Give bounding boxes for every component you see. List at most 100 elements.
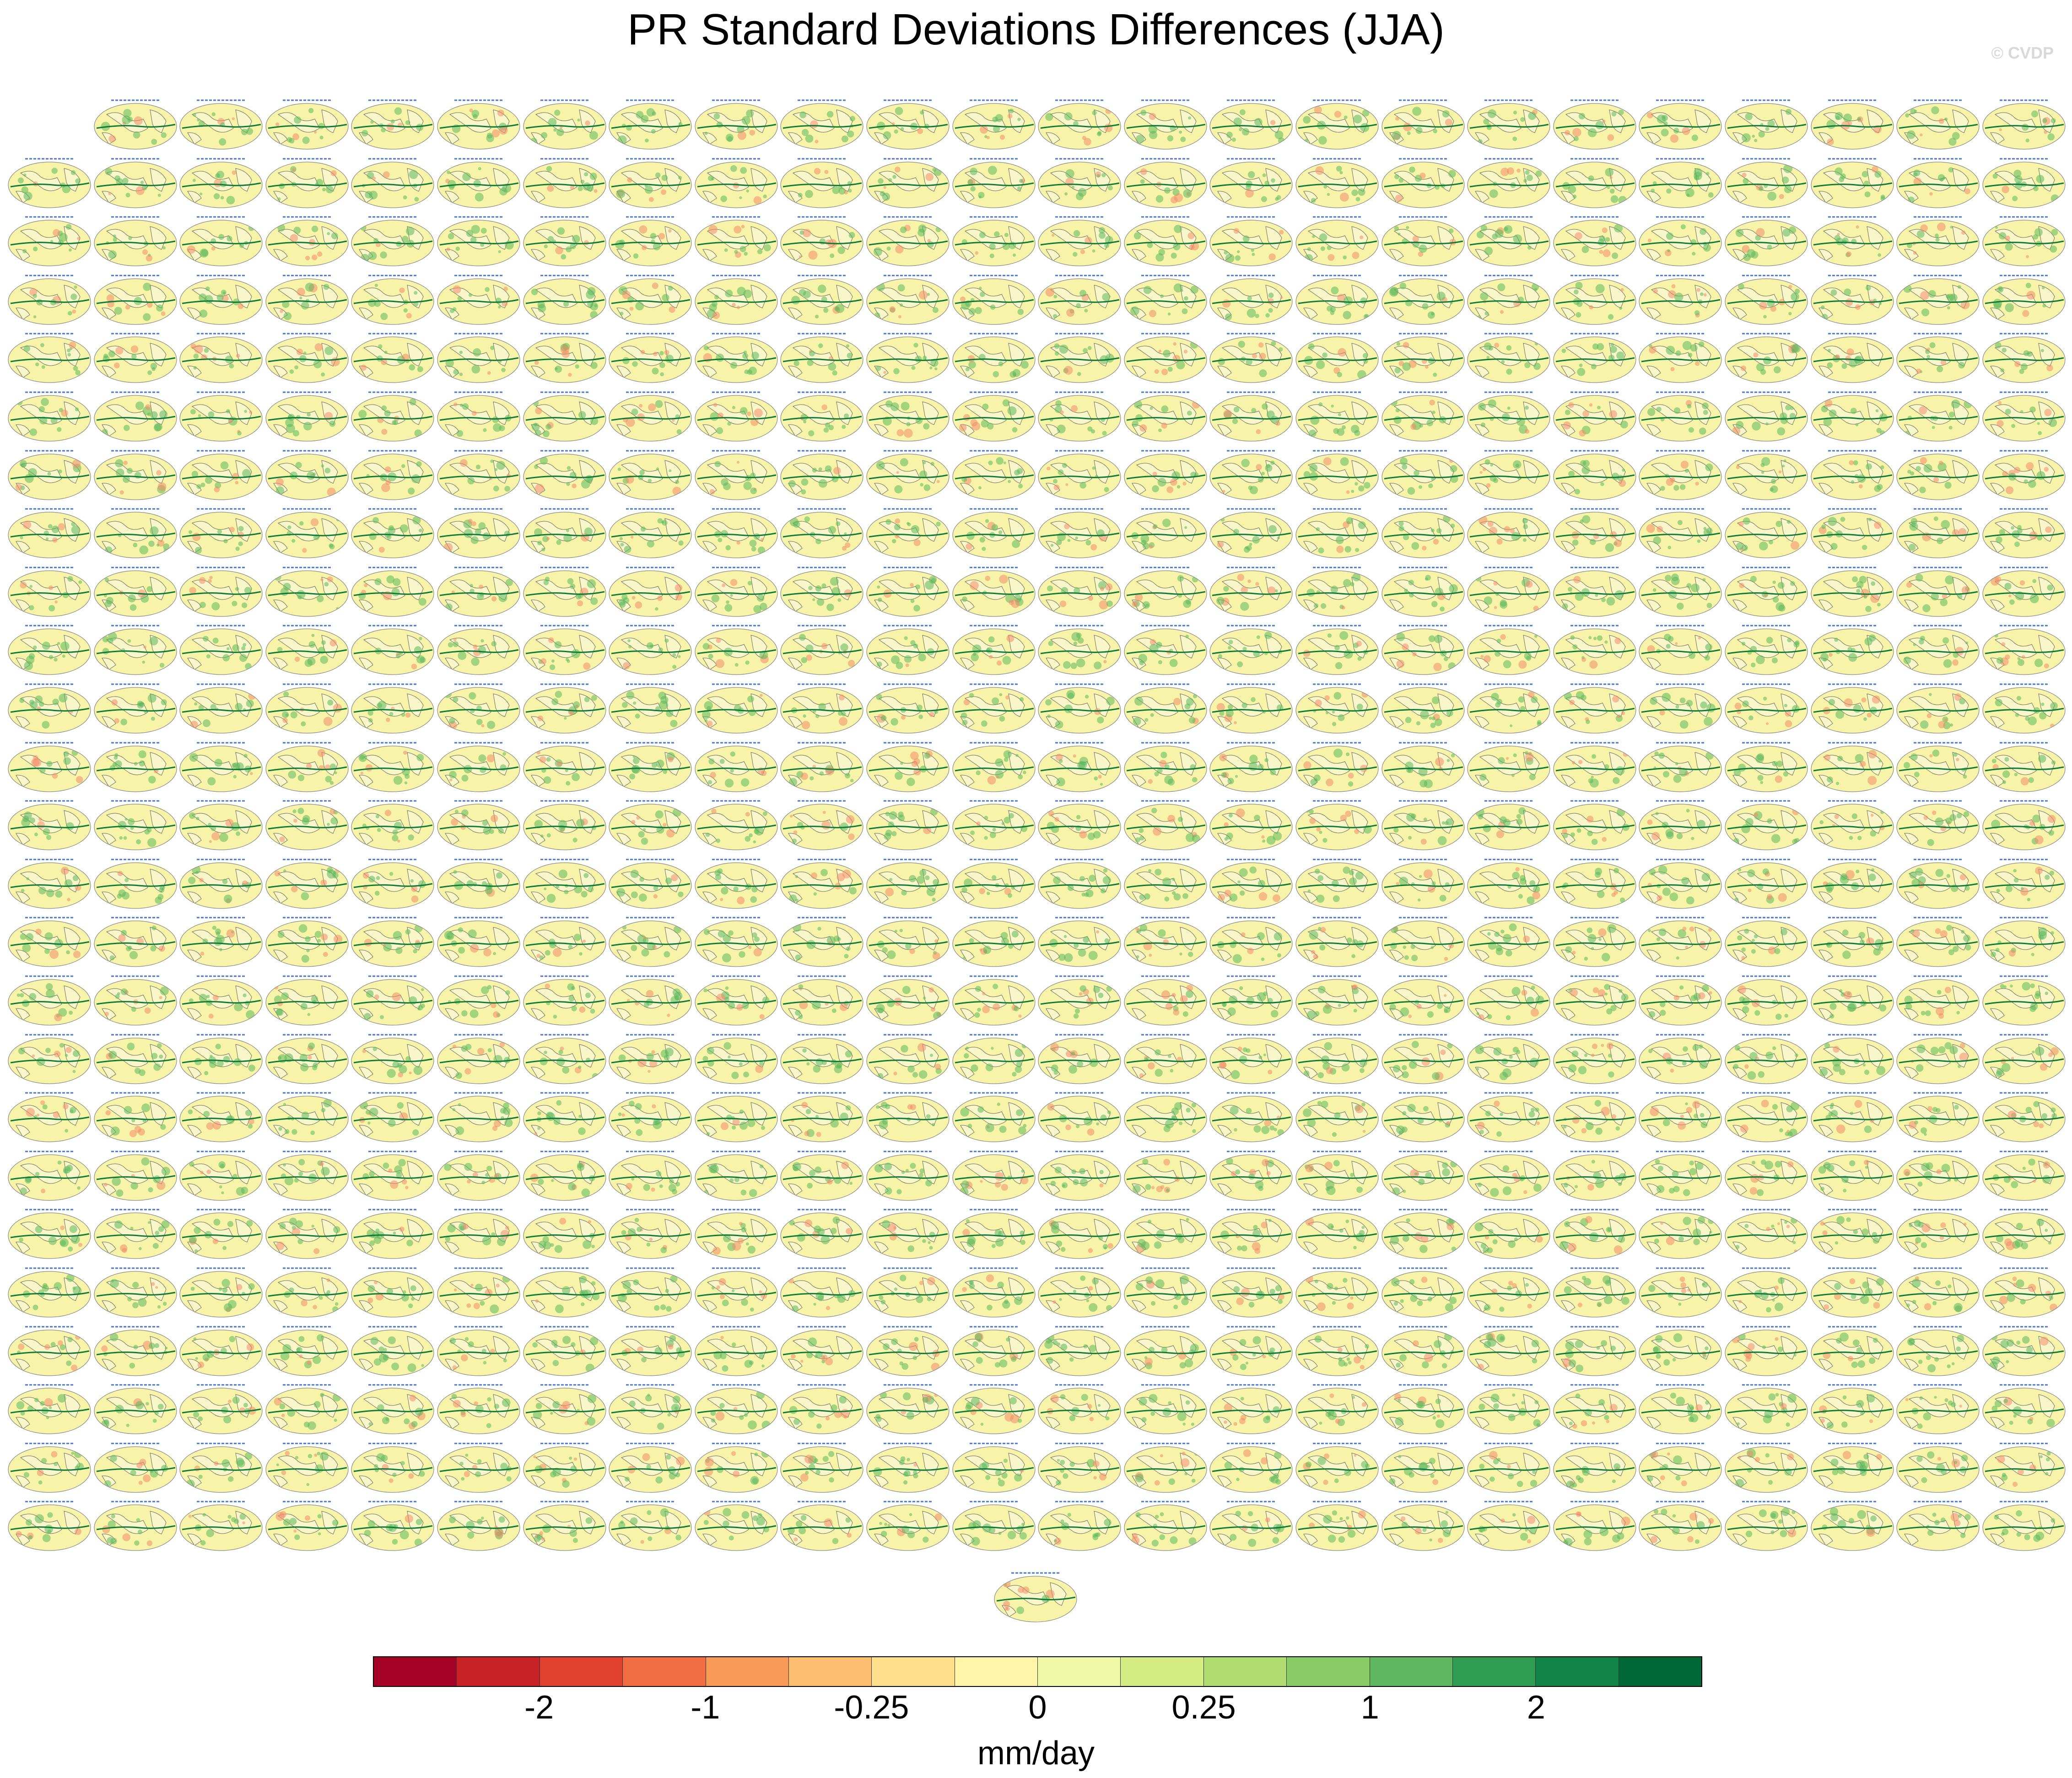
map-panel <box>1037 1381 1122 1436</box>
map-panel <box>1638 972 1723 1027</box>
map-panel <box>1295 96 1380 151</box>
map-panel <box>1381 563 1466 618</box>
map-panel <box>1209 330 1294 384</box>
map-panel <box>1381 388 1466 443</box>
map-panel <box>779 213 864 268</box>
map-panel <box>1638 1381 1723 1436</box>
map-panel <box>350 563 435 618</box>
map-panel <box>779 155 864 210</box>
map-panel <box>178 913 264 968</box>
map-panel <box>779 1439 864 1494</box>
map-panel <box>1209 739 1294 794</box>
map-panel <box>350 1381 435 1436</box>
map-panel <box>1724 388 1809 443</box>
map-panel <box>865 913 950 968</box>
map-panel <box>694 271 779 326</box>
map-panel <box>951 1439 1036 1494</box>
map-panel <box>1381 972 1466 1027</box>
map-panel <box>1724 739 1809 794</box>
map-panel <box>1123 1089 1208 1144</box>
map-panel <box>178 797 264 852</box>
map-panel <box>264 1497 350 1552</box>
map-panel <box>1895 1497 1980 1552</box>
map-panel <box>779 1147 864 1202</box>
map-panel <box>1552 855 1637 910</box>
map-panel <box>1466 1031 1551 1086</box>
colorbar-box <box>540 1657 623 1686</box>
map-panel <box>178 1323 264 1378</box>
map-panel <box>694 563 779 618</box>
map-panel <box>1037 271 1122 326</box>
map-panel <box>1810 563 1895 618</box>
map-panel <box>608 739 693 794</box>
map-panel <box>522 330 607 384</box>
map-panel <box>1123 1381 1208 1436</box>
colorbar-box <box>457 1657 540 1686</box>
map-panel <box>1895 96 1980 151</box>
map-panel <box>264 388 350 443</box>
map-panel <box>7 855 92 910</box>
map-panel <box>1466 155 1551 210</box>
map-panel <box>1552 1381 1637 1436</box>
colorbar-tick-label: 1 <box>1360 1689 1379 1726</box>
map-panel <box>694 96 779 151</box>
map-panel <box>264 447 350 502</box>
map-panel <box>1724 505 1809 560</box>
map-panel <box>608 1089 693 1144</box>
map-panel <box>779 1497 864 1552</box>
map-panel <box>779 855 864 910</box>
map-panel <box>1037 913 1122 968</box>
map-panel <box>1552 388 1637 443</box>
map-panel <box>1810 1089 1895 1144</box>
watermark: © CVDP <box>1991 43 2054 62</box>
map-panel <box>1981 447 2067 502</box>
map-panel <box>951 155 1036 210</box>
map-panel <box>1381 1147 1466 1202</box>
map-panel <box>7 972 92 1027</box>
map-panel <box>1810 1205 1895 1260</box>
map-panel <box>1810 96 1895 151</box>
map-panel <box>1295 330 1380 384</box>
map-panel <box>1810 1381 1895 1436</box>
map-panel <box>1810 972 1895 1027</box>
map-panel <box>1895 1381 1980 1436</box>
map-panel <box>608 1031 693 1086</box>
map-panel <box>1810 1031 1895 1086</box>
map-panel <box>1295 1031 1380 1086</box>
map-panel <box>1295 1381 1380 1436</box>
map-panel <box>865 621 950 676</box>
map-panel <box>1638 505 1723 560</box>
map-panel <box>436 855 521 910</box>
colorbar-box <box>1287 1657 1370 1686</box>
map-panel <box>1810 739 1895 794</box>
map-panel <box>264 1205 350 1260</box>
map-panel <box>436 1497 521 1552</box>
map-panel <box>608 1264 693 1319</box>
map-panel <box>779 1031 864 1086</box>
map-panel <box>1466 1147 1551 1202</box>
map-panel <box>1123 563 1208 618</box>
map-panel <box>1810 913 1895 968</box>
map-panel <box>178 1089 264 1144</box>
map-panel <box>779 739 864 794</box>
map-panel <box>694 972 779 1027</box>
map-panel <box>1895 855 1980 910</box>
map-panel <box>7 913 92 968</box>
map-panel <box>1981 1381 2067 1436</box>
map-panel <box>1638 155 1723 210</box>
map-panel <box>178 1031 264 1086</box>
map-panel <box>350 1439 435 1494</box>
map-panel <box>264 1089 350 1144</box>
map-panel <box>436 96 521 151</box>
map-panel <box>1638 1264 1723 1319</box>
map-panel <box>522 680 607 735</box>
map-panel <box>1724 1264 1809 1319</box>
map-panel <box>865 1381 950 1436</box>
map-panel <box>1895 330 1980 384</box>
map-panel <box>1466 96 1551 151</box>
map-panel <box>93 1205 178 1260</box>
map-panel <box>1037 1089 1122 1144</box>
map-panel <box>522 271 607 326</box>
map-panel <box>436 563 521 618</box>
map-panel <box>1295 505 1380 560</box>
